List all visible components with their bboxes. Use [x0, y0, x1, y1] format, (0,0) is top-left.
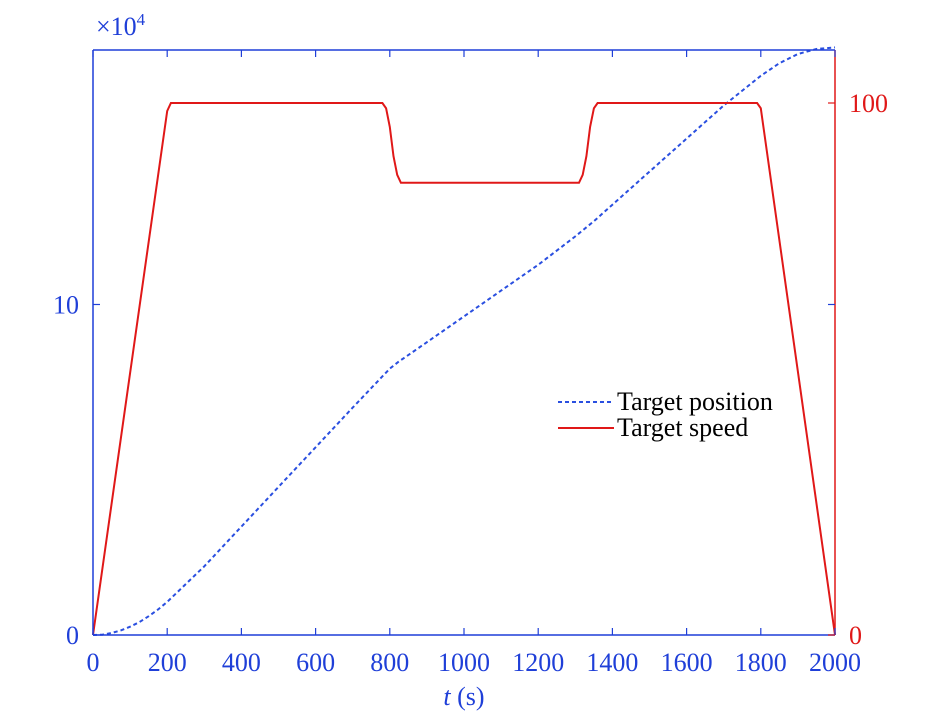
x-tick-label: 400 [222, 648, 261, 677]
x-tick-label: 2000 [809, 648, 861, 677]
left-y-axis-multiplier: ×104 [96, 10, 146, 41]
x-tick-label: 1400 [586, 648, 638, 677]
legend-speed-label: Target speed [617, 413, 748, 442]
right-y-axis-ticks: 0 100 [828, 89, 888, 650]
left-y-axis-ticks: 0 10 [53, 290, 835, 650]
x-tick-label: 0 [87, 648, 100, 677]
target-speed-line [92, 102, 836, 636]
right-y-tick-label: 0 [849, 621, 862, 650]
x-tick-label: 1200 [512, 648, 564, 677]
x-axis-label-variable: t [443, 682, 451, 711]
x-tick-label: 1000 [438, 648, 490, 677]
x-axis-label: t (s) [443, 682, 484, 711]
x-tick-label: 800 [370, 648, 409, 677]
multiplier-base: ×10 [96, 12, 137, 41]
legend: Target position Target speed [558, 387, 773, 442]
target-position-line [92, 46, 836, 636]
x-axis-ticks: 0 200 400 600 800 1000 1200 1400 1600 1800 2000 [87, 50, 861, 677]
left-y-tick-label: 10 [53, 290, 79, 319]
left-y-tick-label: 0 [66, 621, 79, 650]
right-y-tick-label: 100 [849, 89, 888, 118]
x-tick-label: 1600 [661, 648, 713, 677]
x-tick-label: 200 [148, 648, 187, 677]
x-axis-label-unit: (s) [451, 682, 485, 711]
multiplier-exponent: 4 [137, 10, 146, 29]
x-tick-label: 600 [296, 648, 335, 677]
x-tick-label: 1800 [735, 648, 787, 677]
legend-position-label: Target position [617, 387, 773, 416]
